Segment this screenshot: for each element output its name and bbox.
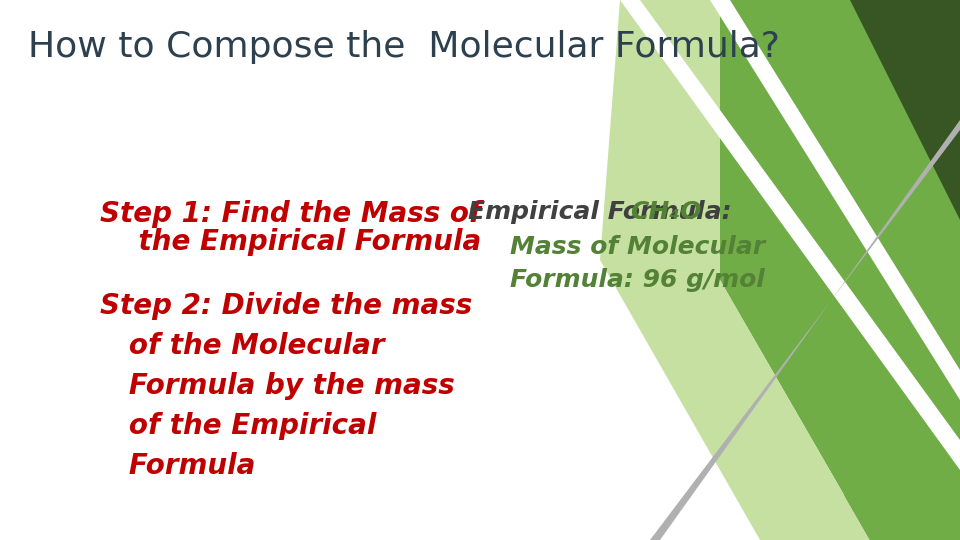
Polygon shape bbox=[650, 120, 960, 540]
Text: Empirical Formula:: Empirical Formula: bbox=[468, 200, 740, 224]
Text: Mass of Molecular
Formula: 96 g/mol: Mass of Molecular Formula: 96 g/mol bbox=[510, 235, 765, 293]
Text: How to Compose the  Molecular Formula?: How to Compose the Molecular Formula? bbox=[28, 30, 780, 64]
Text: CH₄O: CH₄O bbox=[630, 200, 702, 224]
Polygon shape bbox=[780, 0, 960, 540]
Polygon shape bbox=[620, 0, 960, 470]
Text: Step 2: Divide the mass
   of the Molecular
   Formula by the mass
   of the Emp: Step 2: Divide the mass of the Molecular… bbox=[100, 292, 472, 481]
Polygon shape bbox=[720, 0, 960, 540]
Text: the Empirical Formula: the Empirical Formula bbox=[100, 228, 481, 256]
Polygon shape bbox=[600, 0, 870, 540]
Text: Step 1: Find the Mass of: Step 1: Find the Mass of bbox=[100, 200, 481, 228]
Polygon shape bbox=[710, 0, 960, 400]
